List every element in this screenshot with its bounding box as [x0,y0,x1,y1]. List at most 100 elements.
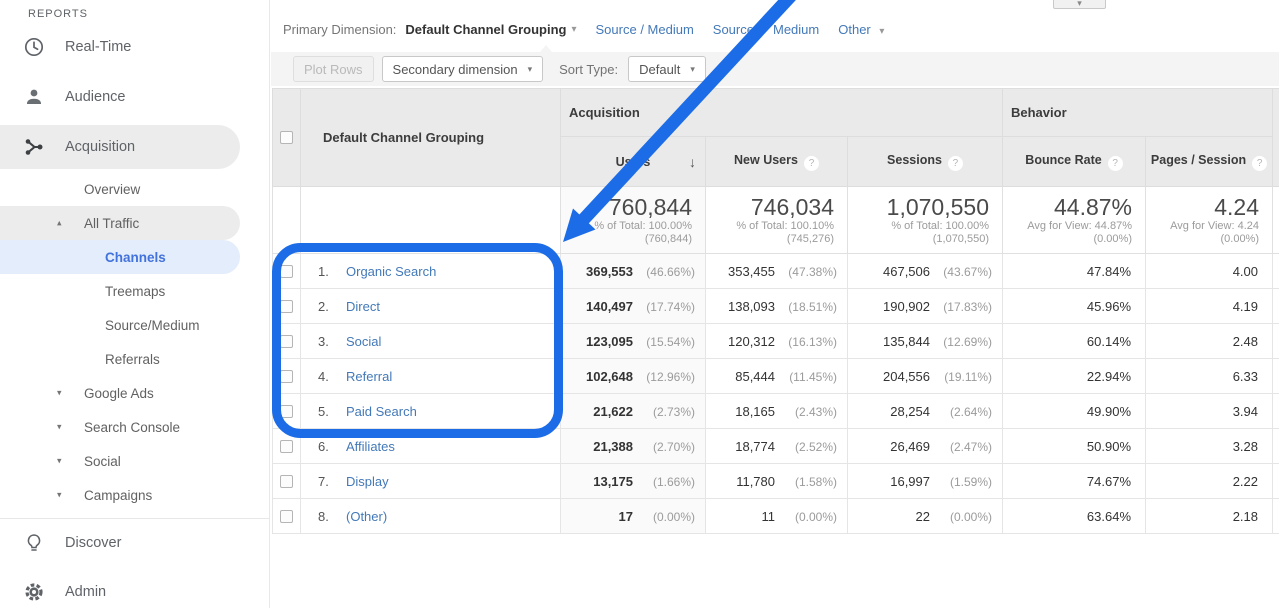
new-users-column-header[interactable]: New Users? [705,136,848,187]
sidebar-item-audience[interactable]: Audience [0,72,269,122]
channel-link[interactable]: (Other) [346,508,388,524]
expand-caret-icon[interactable]: ▾ [57,421,62,432]
sidebar-item-label: Google Ads [84,385,154,401]
partial-column-cell [1272,253,1279,289]
sidebar-item-overview[interactable]: Overview [0,172,269,206]
sidebar-item-all-traffic[interactable]: ▴ All Traffic [0,206,240,240]
table-row: 4. Referral 102,648 (12.96%) 85,444 (11.45%… [272,358,1279,394]
row-number: 5. [318,403,329,419]
help-icon[interactable]: ? [947,155,963,171]
sidebar-item-label: Discover [65,535,122,551]
bounce-rate-total-cell: 44.87% Avg for View: 44.87% (0.00%) [1002,186,1146,254]
sidebar-divider [0,518,269,519]
channel-link[interactable]: Paid Search [346,403,417,419]
behavior-group-header: Behavior [1001,88,1274,137]
sidebar-item-label: Real-Time [65,39,132,55]
sidebar-item-discover[interactable]: Discover [0,519,269,567]
row-checkbox[interactable] [280,404,293,418]
sidebar-item-search-console[interactable]: ▾ Search Console [0,410,269,444]
sort-type-label: Sort Type: [559,61,619,77]
new-users-total-cell: 746,034% of Total: 100.10% (745,276) [705,186,848,254]
table-row: 7. Display 13,175 (1.66%) 11,780 (1.58%) 16… [272,463,1279,499]
users-total-cell: 760,844% of Total: 100.00% (760,844) [560,186,706,254]
bounce-rate-column-header[interactable]: Bounce Rate? [1002,136,1146,187]
secondary-dimension-dropdown[interactable]: Secondary dimension ▾ [381,56,544,82]
row-checkbox[interactable] [280,509,293,523]
row-checkbox[interactable] [280,264,293,278]
totals-row: 760,844% of Total: 100.00% (760,844) 746,… [272,186,1279,254]
table-row: 8. (Other) 17 (0.00%) 11 (0.00%) 22 (0.00%) … [272,498,1279,534]
chevron-down-icon: ▾ [879,26,885,37]
sidebar-item-acquisition[interactable]: Acquisition [0,125,240,169]
dimension-link-other[interactable]: Other ▾ [838,22,885,37]
table-row: 2. Direct 140,497 (17.74%) 138,093 (18.51%)… [272,288,1279,324]
sidebar-item-campaigns[interactable]: ▾ Campaigns [0,478,269,512]
pages-session-total-cell: 4.24 Avg for View: 4.24 (0.00%) [1144,186,1274,254]
channel-link[interactable]: Display [346,473,389,489]
sessions-column-header[interactable]: Sessions? [847,136,1003,187]
help-icon[interactable]: ? [803,155,819,171]
channel-link[interactable]: Referral [346,368,393,384]
plot-rows-button[interactable]: Plot Rows [293,56,374,82]
select-all-checkbox[interactable] [280,131,293,144]
primary-dimension-selected[interactable]: Default Channel Grouping [405,22,567,37]
partial-column-cell [1272,288,1279,324]
pages-session-column-header[interactable]: Pages / Session? [1144,136,1274,187]
sidebar-item-label: Channels [105,249,166,265]
sort-descending-icon[interactable]: ↓ [689,153,696,170]
sidebar-item-label: Search Console [84,419,181,435]
users-column-header[interactable]: Users ↓ [560,136,706,187]
reports-section-label: REPORTS [28,8,88,20]
sidebar-item-referrals[interactable]: Referrals [0,342,269,376]
export-dropdown-button-cutoff[interactable]: ▾ [1053,0,1106,9]
expand-caret-icon[interactable]: ▾ [57,455,62,466]
partial-column-cell [1272,393,1279,429]
channel-link[interactable]: Social [346,333,382,349]
row-number: 3. [318,333,329,349]
gear-icon [23,581,45,603]
table-row: 1. Organic Search 369,553 (46.66%) 353,455… [272,253,1279,289]
row-number: 8. [318,508,329,524]
channel-link[interactable]: Affiliates [346,438,395,454]
dimension-link-source-medium[interactable]: Source / Medium [595,22,694,37]
expand-caret-icon[interactable]: ▾ [57,489,62,500]
chevron-down-icon: ▾ [571,24,577,35]
secondary-toolbar: Plot Rows Secondary dimension ▾ Sort Type… [271,52,1279,86]
channel-column-header[interactable]: Default Channel Grouping [300,88,561,187]
lightbulb-icon [23,532,45,554]
sidebar-item-admin[interactable]: Admin [0,567,269,608]
partial-column-cell [1272,498,1279,534]
row-checkbox[interactable] [280,439,293,453]
sidebar-item-channels[interactable]: Channels [0,240,240,274]
row-number: 7. [318,473,329,489]
channel-link[interactable]: Direct [346,298,380,314]
partial-column-cell [1272,358,1279,394]
row-checkbox[interactable] [280,299,293,313]
row-number: 4. [318,368,329,384]
help-icon[interactable]: ? [1252,155,1268,171]
help-icon[interactable]: ? [1107,155,1123,171]
chevron-down-icon: ▾ [1077,0,1082,8]
sidebar-item-social[interactable]: ▾ Social [0,444,269,478]
dimension-link-source[interactable]: Source [712,22,754,37]
dimension-link-medium[interactable]: Medium [772,22,820,37]
expand-caret-icon[interactable]: ▾ [57,387,62,398]
channel-link[interactable]: Organic Search [346,263,437,279]
row-checkbox[interactable] [280,369,293,383]
collapse-caret-icon[interactable]: ▴ [57,217,62,228]
toolbar-notch [540,45,552,52]
chevron-down-icon: ▾ [690,63,695,74]
sidebar-item-label: Acquisition [65,139,136,155]
sidebar-item-google-ads[interactable]: ▾ Google Ads [0,376,269,410]
sort-type-dropdown[interactable]: Default ▾ [628,56,706,82]
sidebar-item-label: All Traffic [84,215,140,231]
row-checkbox[interactable] [280,474,293,488]
sidebar-item-real-time[interactable]: Real-Time [0,22,269,72]
table-row: 3. Social 123,095 (15.54%) 120,312 (16.13%)… [272,323,1279,359]
sidebar-item-treemaps[interactable]: Treemaps [0,274,269,308]
row-checkbox[interactable] [280,334,293,348]
row-number: 6. [318,438,329,454]
clock-icon [23,36,45,58]
sidebar-item-source-medium[interactable]: Source/Medium [0,308,269,342]
